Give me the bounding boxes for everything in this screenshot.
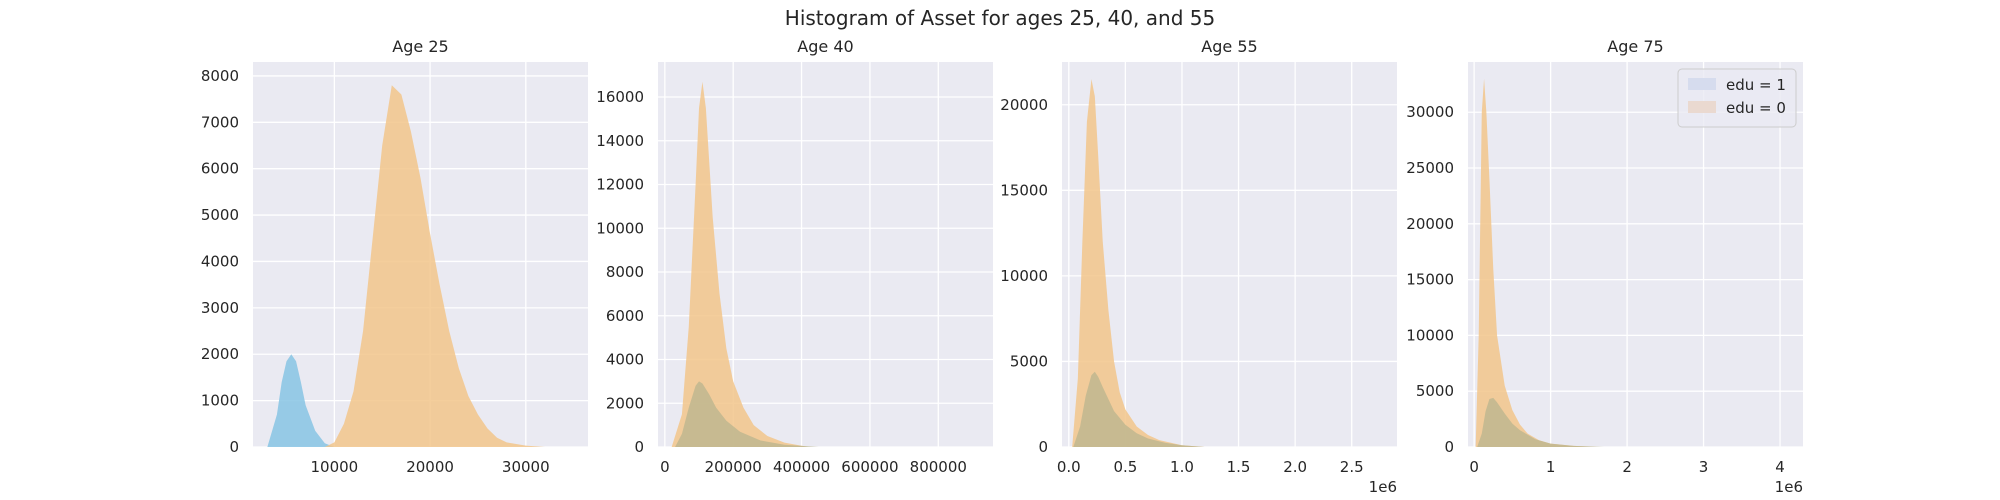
legend-patch (1688, 101, 1716, 113)
x-tick-label: 1 (1546, 458, 1556, 476)
subplot-title: Age 75 (1607, 37, 1663, 56)
y-tick-label: 5000 (201, 206, 239, 224)
y-tick-label: 15000 (1000, 181, 1048, 199)
y-tick-label: 2000 (201, 345, 239, 363)
y-tick-label: 0 (1038, 438, 1048, 456)
subplot-title: Age 25 (392, 37, 448, 56)
subplot-2: 0 2000 4000 6000 8000 10000 12000 14000 16000 0 20… (596, 37, 993, 476)
x-tick-label: 1.5 (1227, 458, 1251, 476)
series-group-3 (1072, 79, 1205, 447)
legend-label: edu = 0 (1726, 99, 1786, 117)
y-tick-label: 5000 (1416, 382, 1454, 400)
y-tick-label: 10000 (596, 219, 644, 237)
x-tick-label: 3 (1699, 458, 1709, 476)
y-tick-label: 14000 (596, 132, 644, 150)
x-tick-label: 400000 (773, 458, 830, 476)
y-tick-label: 1000 (201, 392, 239, 410)
x-offset-text: 1e6 (1775, 478, 1803, 496)
y-tick-label: 30000 (1406, 103, 1454, 121)
subplot-title: Age 55 (1201, 37, 1257, 56)
histogram-edu-1 (1073, 371, 1205, 447)
subplot-4: 0 5000 10000 15000 20000 25000 30000 0 1 2 3 4 Age 7… (1406, 37, 1803, 496)
y-tick-label: 12000 (596, 176, 644, 194)
histogram-edu-1 (675, 381, 819, 447)
x-tick-label: 2.5 (1340, 458, 1364, 476)
y-tick-label: 0 (1444, 438, 1454, 456)
y-tick-label: 15000 (1406, 271, 1454, 289)
subplot-3: 0 5000 10000 15000 20000 0.0 0.5 1.0 1.5 2.0 2.5 Ag… (1000, 37, 1397, 496)
x-tick-label: 200000 (705, 458, 762, 476)
x-tick-label: 1.0 (1170, 458, 1194, 476)
y-tick-label: 5000 (1010, 352, 1048, 370)
y-tick-label: 6000 (606, 307, 644, 325)
x-offset-text: 1e6 (1369, 478, 1397, 496)
x-tick-label: 800000 (910, 458, 967, 476)
legend-patch (1688, 78, 1716, 90)
y-tick-label: 7000 (201, 113, 239, 131)
legend-label: edu = 1 (1726, 76, 1786, 94)
series-group-4 (1475, 78, 1605, 447)
x-tick-label: 2 (1622, 458, 1632, 476)
x-tick-label: 600000 (841, 458, 898, 476)
y-tick-label: 4000 (201, 252, 239, 270)
y-tick-label: 3000 (201, 299, 239, 317)
x-tick-label: 30000 (502, 458, 550, 476)
y-tick-label: 16000 (596, 88, 644, 106)
histogram-edu-0 (324, 85, 545, 447)
subplot-title: Age 40 (797, 37, 853, 56)
figure-title: Histogram of Asset for ages 25, 40, and … (784, 6, 1216, 30)
y-tick-label: 6000 (201, 160, 239, 178)
y-tick-label: 0 (634, 438, 644, 456)
x-tick-label: 0 (1469, 458, 1479, 476)
series-group-2 (671, 81, 819, 447)
y-tick-label: 25000 (1406, 159, 1454, 177)
x-tick-label: 2.0 (1283, 458, 1307, 476)
x-tick-label: 20000 (406, 458, 454, 476)
y-tick-label: 2000 (606, 394, 644, 412)
y-tick-label: 10000 (1000, 267, 1048, 285)
legend: edu = 1 edu = 0 (1677, 68, 1797, 128)
x-tick-label: 0.0 (1057, 458, 1081, 476)
x-tick-label: 10000 (310, 458, 358, 476)
histogram-edu-0 (1072, 79, 1205, 447)
series-group-1 (267, 85, 545, 447)
histogram-edu-1 (267, 354, 335, 447)
subplot-1: 0 1000 2000 3000 4000 5000 6000 7000 8000 10000 20… (201, 37, 588, 476)
histogram-edu-0 (671, 81, 809, 447)
y-tick-label: 8000 (201, 67, 239, 85)
histogram-edu-1 (1477, 397, 1605, 447)
y-tick-label: 0 (229, 438, 239, 456)
y-tick-label: 8000 (606, 263, 644, 281)
y-tick-label: 20000 (1406, 215, 1454, 233)
y-tick-label: 20000 (1000, 96, 1048, 114)
y-tick-label: 10000 (1406, 326, 1454, 344)
y-tick-label: 4000 (606, 351, 644, 369)
x-tick-label: 0 (660, 458, 670, 476)
x-tick-label: 0.5 (1113, 458, 1137, 476)
x-tick-label: 4 (1775, 458, 1785, 476)
